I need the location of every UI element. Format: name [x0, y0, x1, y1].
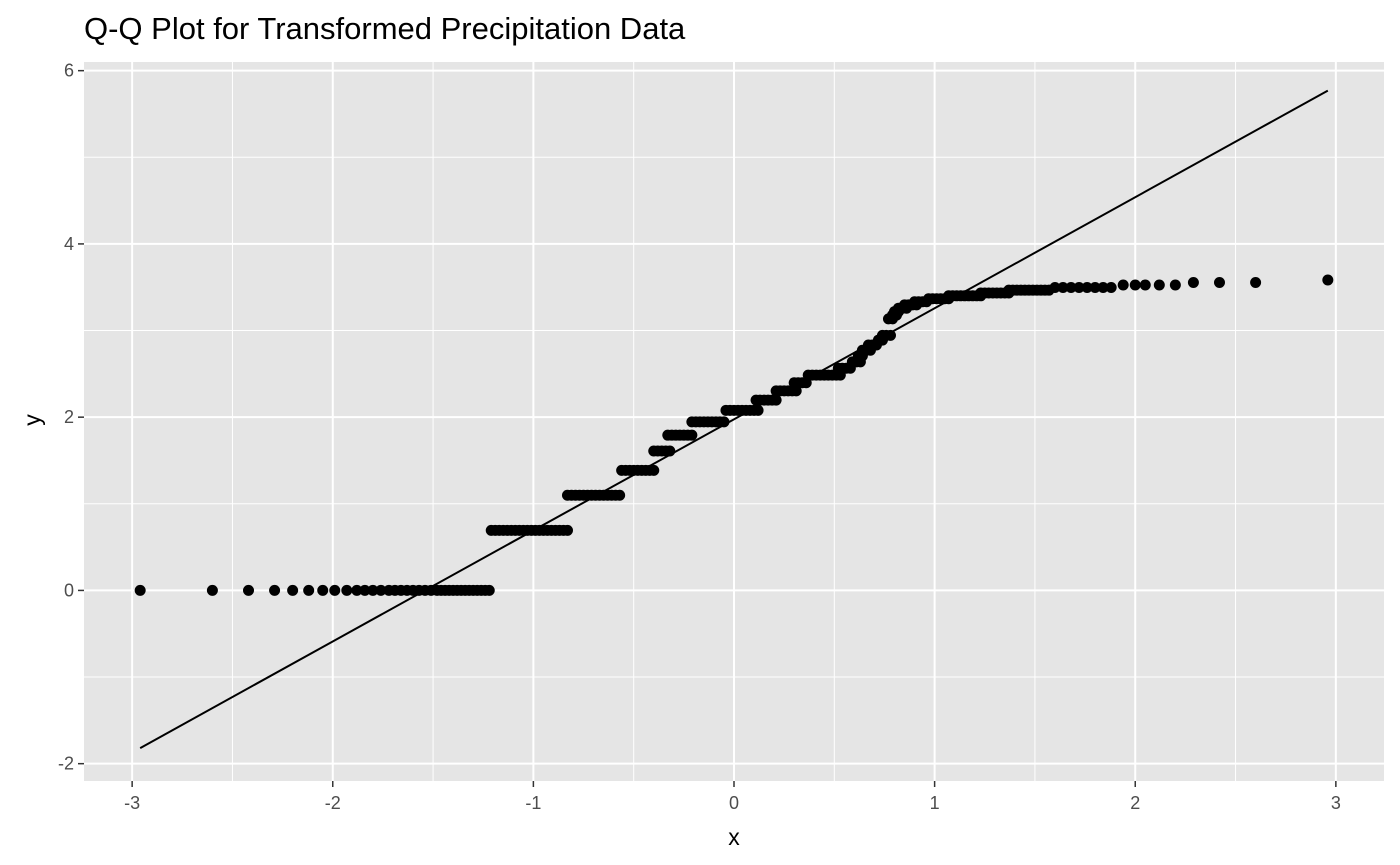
data-point: [686, 429, 698, 441]
data-point: [351, 584, 363, 596]
data-point: [648, 464, 660, 476]
data-point: [243, 584, 255, 596]
x-axis: -3 -2 -1 0 1 2 3: [124, 781, 1341, 813]
data-point: [1169, 279, 1181, 291]
data-point: [359, 584, 371, 596]
data-point: [1089, 281, 1101, 293]
data-point: [367, 584, 379, 596]
x-tick-label: 1: [930, 793, 940, 813]
data-point: [664, 445, 676, 457]
data-point: [790, 385, 802, 397]
data-point: [561, 524, 573, 536]
data-point: [770, 394, 782, 406]
data-point: [1250, 276, 1262, 288]
data-point: [1322, 274, 1334, 286]
data-point: [329, 584, 341, 596]
y-axis: -2 0 2 4 6: [58, 61, 84, 774]
data-point: [341, 584, 353, 596]
data-point: [1097, 281, 1109, 293]
data-point: [134, 584, 146, 596]
x-tick-label: -2: [325, 793, 341, 813]
data-point: [718, 416, 730, 428]
data-point: [483, 584, 495, 596]
y-tick-label: -2: [58, 754, 74, 774]
data-point: [269, 584, 281, 596]
data-point: [1117, 279, 1129, 291]
x-tick-label: 2: [1130, 793, 1140, 813]
data-point: [375, 584, 387, 596]
data-point: [1057, 281, 1069, 293]
reference-line: [139, 89, 1329, 749]
x-tick-label: 0: [729, 793, 739, 813]
data-point: [884, 329, 896, 341]
data-point: [317, 584, 329, 596]
y-tick-label: 6: [64, 61, 74, 81]
data-point: [1105, 281, 1117, 293]
y-tick-label: 4: [64, 234, 74, 254]
x-axis-title: x: [728, 824, 740, 850]
data-point: [1187, 276, 1199, 288]
x-tick-label: 3: [1331, 793, 1341, 813]
data-point: [206, 584, 218, 596]
y-axis-title: y: [19, 414, 45, 426]
data-point: [1073, 281, 1085, 293]
data-point: [1129, 279, 1141, 291]
x-tick-label: -3: [124, 793, 140, 813]
y-tick-label: 0: [64, 580, 74, 600]
data-point: [1081, 281, 1093, 293]
y-tick-label: 2: [64, 407, 74, 427]
reference-line-group: [139, 89, 1329, 749]
data-point: [1139, 279, 1151, 291]
data-point: [1153, 279, 1165, 291]
data-point: [614, 489, 626, 501]
major-gridlines: [84, 62, 1384, 781]
data-point: [1213, 276, 1225, 288]
data-point: [287, 584, 299, 596]
data-point: [1049, 281, 1061, 293]
x-tick-label: -1: [525, 793, 541, 813]
data-point: [303, 584, 315, 596]
chart-title: Q-Q Plot for Transformed Precipitation D…: [84, 11, 686, 46]
data-point: [752, 404, 764, 416]
data-point: [1065, 281, 1077, 293]
data-points: [134, 274, 1334, 596]
